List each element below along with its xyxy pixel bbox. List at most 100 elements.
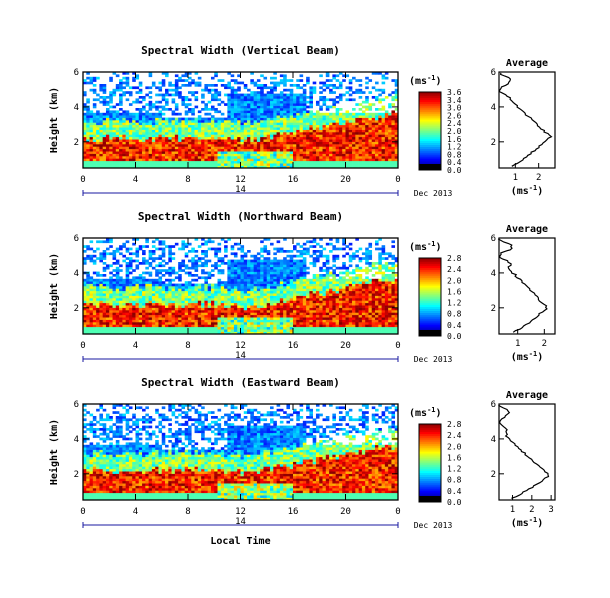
heatmap-cell (345, 163, 350, 166)
heatmap-cell (204, 84, 208, 87)
heatmap-cell (83, 93, 87, 97)
heatmap-cell (138, 148, 143, 152)
heatmap-cell (135, 326, 140, 330)
heatmap-cell (227, 276, 231, 280)
heatmap-cell (119, 144, 123, 147)
heatmap-cell (188, 108, 192, 111)
heatmap-cell (286, 322, 291, 325)
heatmap-cell (391, 141, 396, 145)
heatmap-cell (178, 290, 182, 294)
heatmap-cell (148, 305, 153, 308)
heatmap-cell (201, 305, 205, 308)
heatmap-cell (145, 117, 149, 121)
heatmap-cell (319, 124, 323, 128)
heatmap-cell (191, 139, 195, 142)
heatmap-cell (352, 120, 356, 123)
heatmap-cell (250, 127, 254, 130)
heatmap-cell (329, 120, 333, 123)
heatmap-cell (191, 310, 195, 313)
heatmap-cell (99, 165, 103, 169)
heatmap-cell (217, 302, 222, 306)
heatmap-cell (322, 117, 327, 121)
heatmap-cell (266, 276, 271, 280)
heatmap-cell (217, 264, 222, 268)
heatmap-cell (378, 146, 382, 150)
heatmap-cell (260, 153, 264, 157)
heatmap-cell (266, 156, 271, 159)
heatmap-cell (181, 134, 186, 138)
heatmap-cell (86, 163, 90, 166)
heatmap-cell (214, 88, 218, 92)
heatmap-cell (253, 165, 258, 169)
heatmap-cell (365, 120, 369, 123)
heatmap-cell (125, 314, 130, 318)
heatmap-cell (273, 257, 277, 260)
heatmap-cell (384, 160, 389, 164)
heatmap-cell (86, 139, 90, 142)
heatmap-cell (115, 163, 120, 166)
heatmap-cell (151, 127, 156, 130)
heatmap-cell (256, 302, 261, 306)
heatmap-cell (319, 132, 323, 135)
heatmap-cell (217, 278, 222, 282)
heatmap-cell (194, 146, 199, 150)
heatmap-cell (283, 115, 287, 118)
heatmap-cell (174, 79, 179, 82)
heatmap-cell (345, 110, 350, 114)
heatmap-cell (197, 163, 202, 166)
heatmap-cell (86, 300, 90, 304)
heatmap-cell (220, 300, 225, 304)
heatmap-cell (109, 134, 113, 138)
heatmap-cell (86, 302, 90, 306)
heatmap-cell (276, 278, 281, 282)
heatmap-cell (128, 295, 133, 299)
heatmap-cell (96, 331, 100, 335)
heatmap-cell (83, 283, 87, 287)
heatmap-cell (286, 124, 291, 128)
heatmap-cell (165, 165, 169, 169)
heatmap-cell (99, 88, 103, 92)
heatmap-cell (115, 293, 120, 296)
heatmap-cell (240, 153, 245, 157)
heatmap-cell (184, 96, 189, 99)
heatmap-cell (86, 129, 90, 133)
heatmap-cell (224, 141, 228, 145)
heatmap-cell (194, 238, 199, 241)
heatmap-cell (194, 163, 199, 166)
heatmap-cell (335, 74, 340, 78)
heatmap-cell (299, 124, 304, 128)
heatmap-cell (306, 160, 310, 164)
heatmap-cell (299, 115, 304, 118)
heatmap-cell (155, 124, 159, 128)
heatmap-cell (102, 163, 107, 166)
heatmap-cell (286, 314, 291, 318)
heatmap-cell (342, 79, 346, 82)
heatmap-cell (197, 139, 202, 142)
heatmap-cell (122, 132, 126, 135)
heatmap-cell (283, 283, 287, 287)
heatmap-cell (135, 310, 140, 313)
heatmap-cell (204, 276, 208, 280)
heatmap-cell (220, 329, 225, 332)
heatmap-cell (168, 250, 172, 253)
heatmap-cell (237, 158, 241, 162)
heatmap-cell (204, 295, 208, 299)
heatmap-cell (365, 165, 369, 169)
heatmap-cell (293, 96, 297, 99)
heatmap-cell (204, 120, 208, 123)
heatmap-cell (388, 127, 392, 130)
heatmap-cell (142, 96, 146, 99)
heatmap-cell (306, 96, 310, 99)
heatmap-cell (92, 310, 97, 313)
heatmap-cell (217, 160, 222, 164)
heatmap-cell (240, 245, 245, 248)
heatmap-cell (132, 141, 136, 145)
heatmap-cell (105, 288, 110, 292)
heatmap-cell (315, 139, 320, 142)
heatmap-cell (148, 307, 153, 311)
heatmap-cell (243, 117, 248, 121)
heatmap-cell (119, 278, 123, 282)
heatmap-cell (115, 141, 120, 145)
heatmap-cell (135, 302, 140, 306)
heatmap-cell (293, 98, 297, 102)
